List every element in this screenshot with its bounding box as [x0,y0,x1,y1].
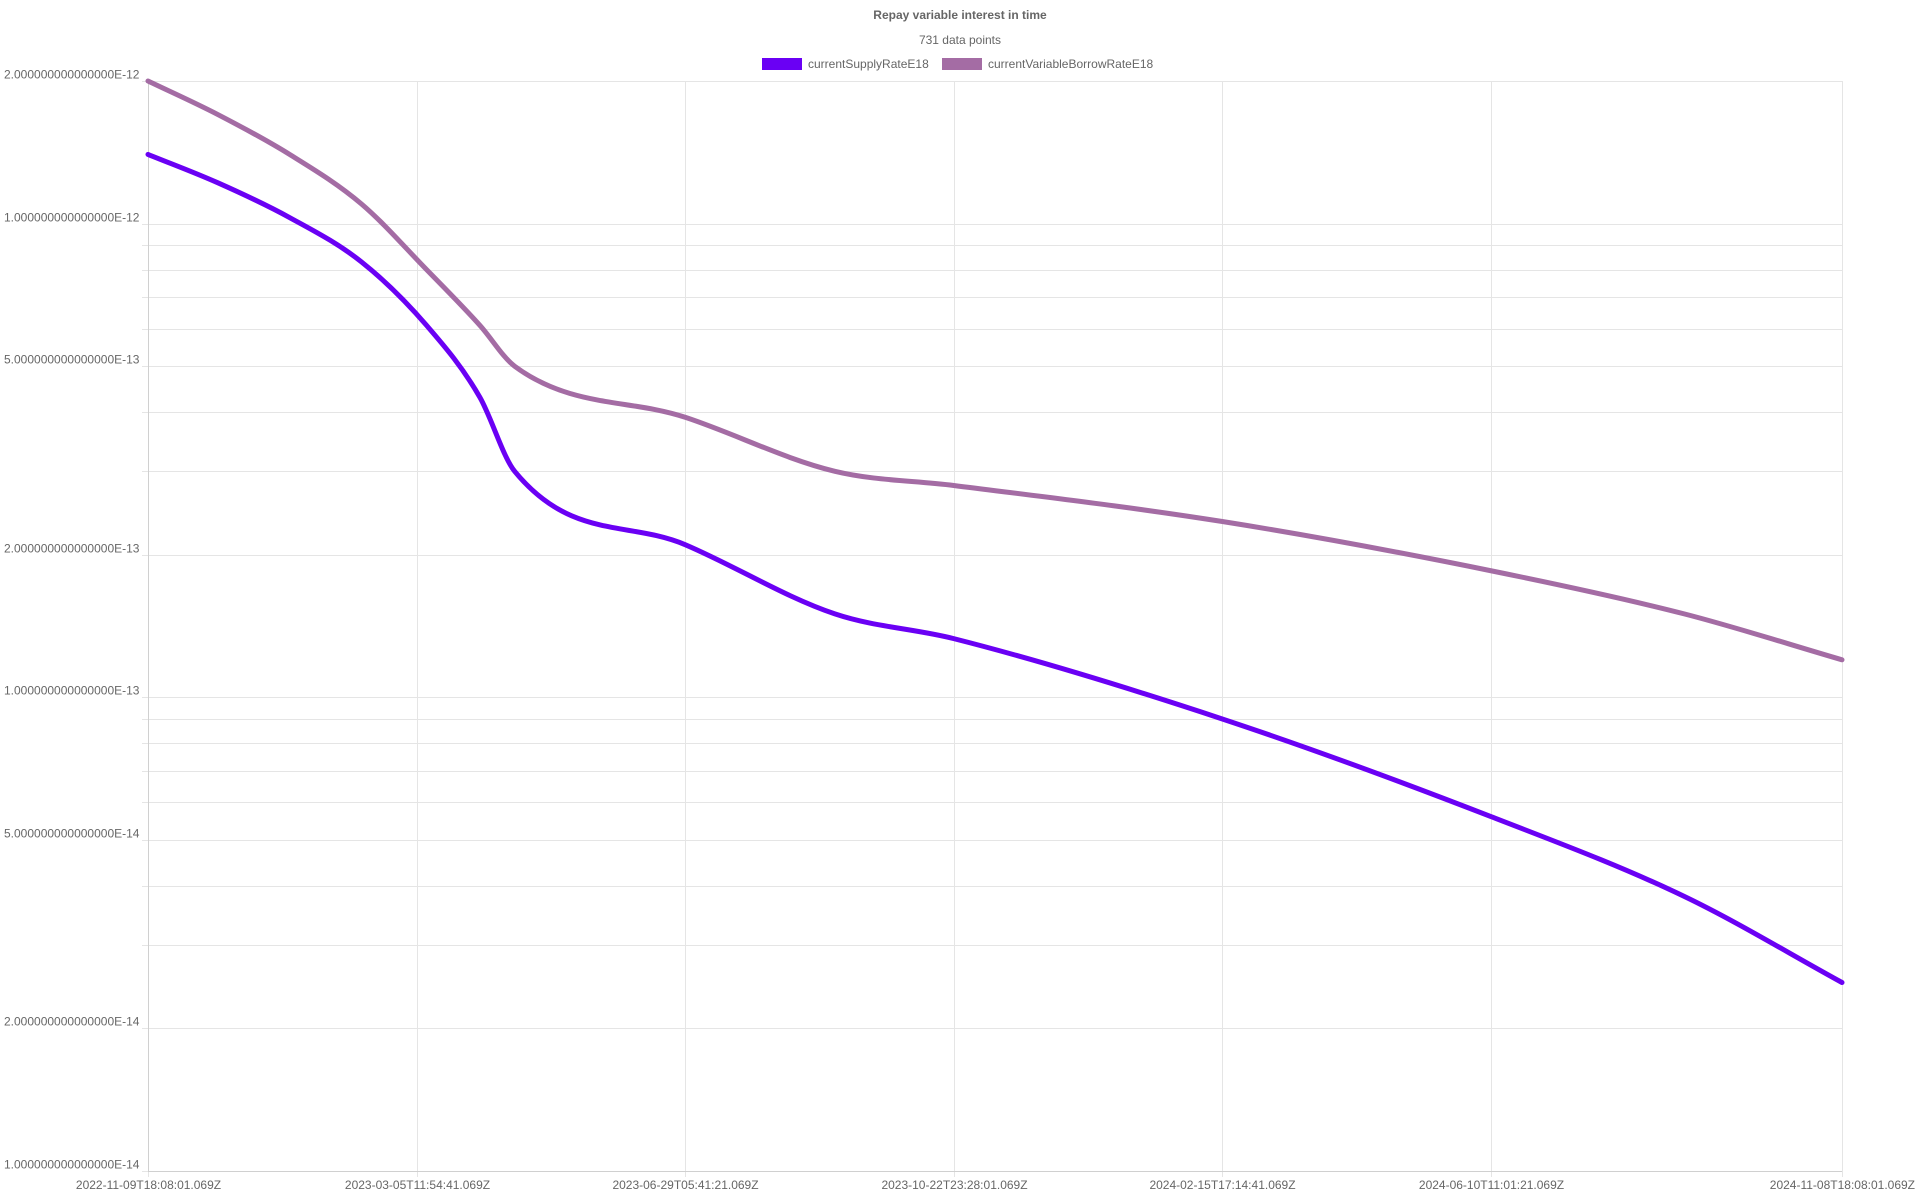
grid [142,81,1843,1177]
x-tick-label: 2022-11-09T18:08:01.069Z [76,1178,221,1192]
legend-label-supply: currentSupplyRateE18 [808,57,929,71]
x-tick-label: 2024-02-15T17:14:41.069Z [1149,1178,1295,1192]
series-layer [145,78,1845,985]
y-tick-label: 1.000000000000000E-14 [4,1158,140,1172]
x-tick-label: 2023-03-05T11:54:41.069Z [345,1178,490,1192]
x-tick-label: 2024-06-10T11:01:21.069Z [1419,1178,1564,1192]
y-tick-label: 2.000000000000000E-12 [4,68,140,82]
legend: currentSupplyRateE18 currentVariableBorr… [762,57,1154,71]
y-tick-label: 1.000000000000000E-12 [4,211,140,225]
y-tick-label: 2.000000000000000E-14 [4,1015,140,1029]
chart-subtitle: 731 data points [919,33,1001,47]
legend-swatch-borrow [942,58,982,70]
legend-swatch-supply [762,58,802,70]
series-line-variable-borrow-rate [145,78,1845,663]
legend-item-supply[interactable]: currentSupplyRateE18 [762,57,929,71]
axes: 2.000000000000000E-12 1.000000000000000E-… [4,68,1915,1193]
y-tick-label: 2.000000000000000E-13 [4,542,140,556]
x-tick-label: 2024-11-08T18:08:01.069Z [1770,1178,1915,1192]
legend-item-borrow[interactable]: currentVariableBorrowRateE18 [942,57,1154,71]
series-line-supply-rate [145,151,1845,985]
x-tick-label: 2023-06-29T05:41:21.069Z [612,1178,758,1192]
legend-label-borrow: currentVariableBorrowRateE18 [988,57,1154,71]
x-tick-label: 2023-10-22T23:28:01.069Z [881,1178,1027,1192]
y-tick-label: 5.000000000000000E-14 [4,827,140,841]
chart-title: Repay variable interest in time [873,8,1047,22]
y-tick-label: 1.000000000000000E-13 [4,684,140,698]
y-tick-label: 5.000000000000000E-13 [4,353,140,367]
